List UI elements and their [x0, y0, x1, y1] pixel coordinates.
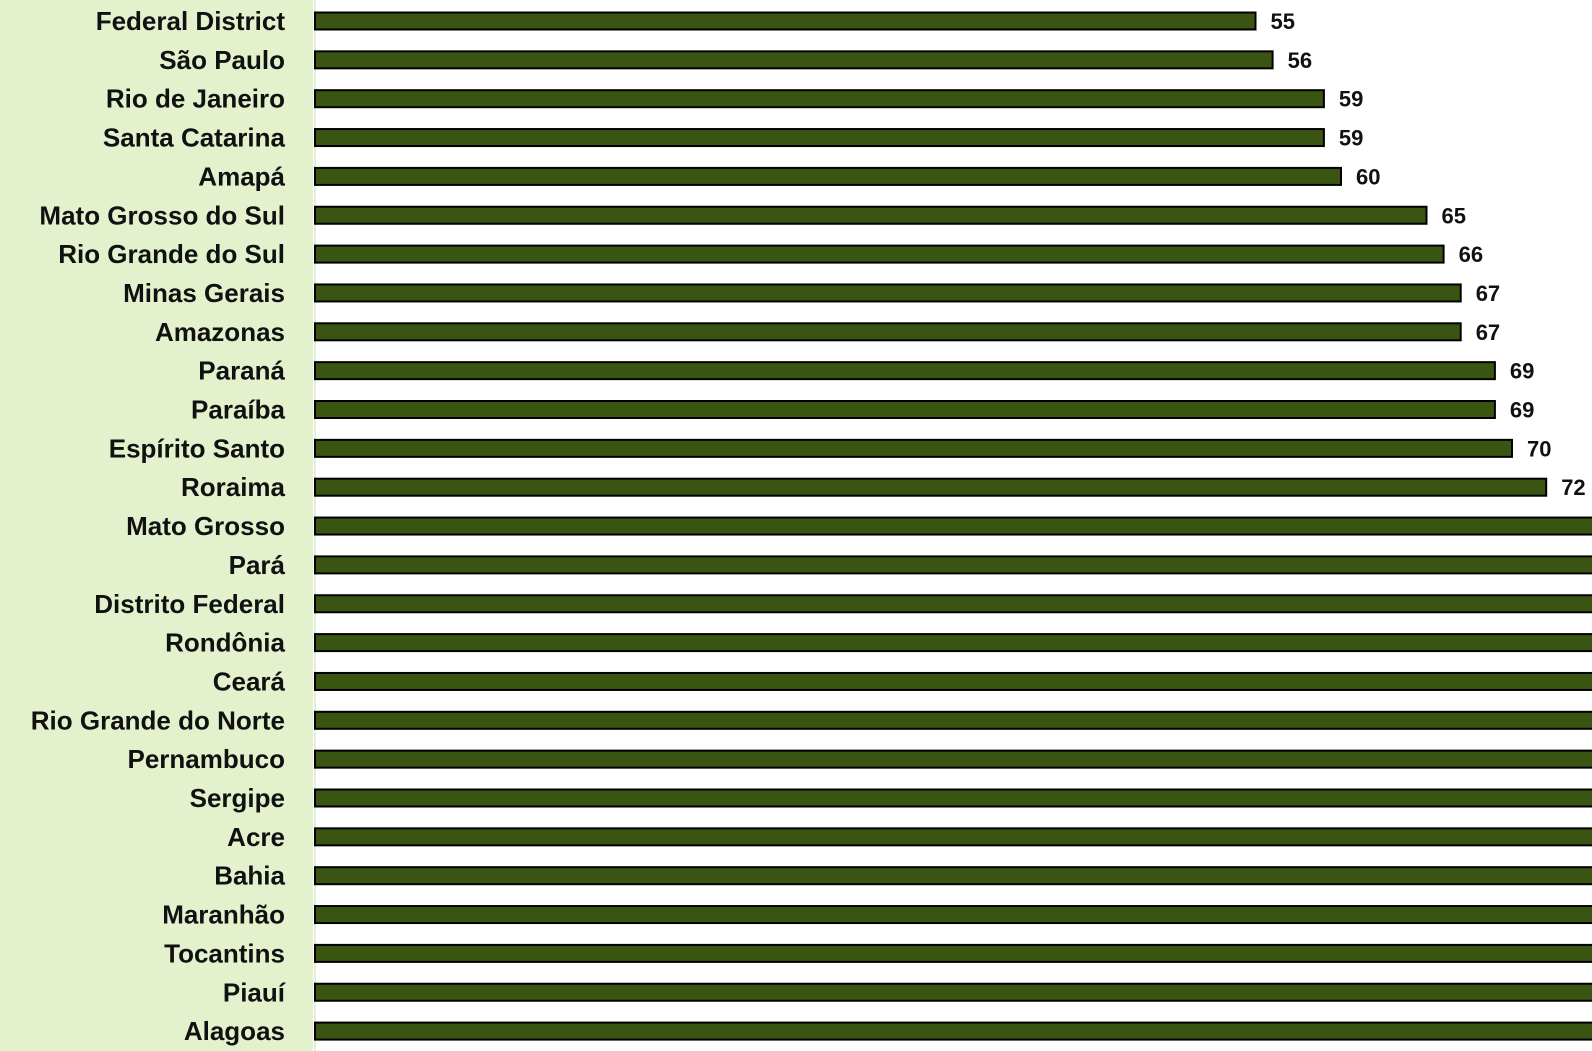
value-label: 69 [1510, 359, 1534, 384]
value-label: 67 [1476, 320, 1500, 345]
category-label: Rio de Janeiro [106, 84, 285, 114]
category-label: Amazonas [155, 317, 285, 347]
value-label: 65 [1442, 203, 1466, 228]
category-label: Rio Grande do Norte [31, 705, 285, 735]
category-label: Mato Grosso do Sul [39, 200, 285, 230]
category-label: São Paulo [159, 45, 285, 75]
value-label: 59 [1339, 126, 1363, 151]
category-label: Pernambuco [128, 744, 286, 774]
bar [314, 516, 1592, 536]
category-label: Minas Gerais [123, 278, 285, 308]
value-labels-layer: 5556595960656667676969707275767677777879… [1271, 9, 1586, 500]
category-label: Espírito Santo [109, 433, 285, 463]
bar [314, 749, 1592, 769]
bar [314, 982, 1592, 1002]
bar [314, 1021, 1592, 1041]
category-label: Roraima [181, 472, 286, 502]
value-label: 59 [1339, 87, 1363, 112]
bars-layer [314, 11, 1592, 1041]
bar [314, 205, 1428, 225]
bar [314, 361, 1496, 381]
bar [314, 166, 1342, 186]
bar [314, 477, 1548, 497]
bar [314, 11, 1257, 31]
value-label: 69 [1510, 398, 1534, 423]
category-label: Rio Grande do Sul [58, 239, 285, 269]
value-label: 70 [1527, 436, 1551, 461]
category-label: Pará [229, 550, 286, 580]
category-label: Sergipe [190, 783, 285, 813]
bar [314, 128, 1325, 148]
value-label: 55 [1271, 9, 1295, 34]
category-label-panel [0, 0, 313, 1051]
bar [314, 671, 1592, 691]
bar [314, 710, 1592, 730]
bar [314, 827, 1592, 847]
bar [314, 633, 1592, 653]
value-label: 60 [1356, 164, 1380, 189]
category-label: Federal District [96, 6, 286, 36]
bar [314, 283, 1462, 303]
category-label: Mato Grosso [126, 511, 285, 541]
value-label: 66 [1459, 242, 1483, 267]
bar [314, 905, 1592, 925]
bar [314, 89, 1325, 109]
bar [314, 788, 1592, 808]
category-label: Paraná [198, 356, 285, 386]
bar [314, 244, 1445, 264]
category-label: Distrito Federal [94, 589, 285, 619]
category-label: Santa Catarina [103, 123, 286, 153]
category-label: Rondônia [165, 628, 285, 658]
bar [314, 50, 1274, 70]
category-label: Bahia [214, 861, 285, 891]
category-labels-layer: Federal District São Paulo Rio de Janeiro S… [31, 6, 286, 1046]
category-label: Tocantins [164, 938, 285, 968]
value-label: 67 [1476, 281, 1500, 306]
bar [314, 943, 1592, 963]
bar [314, 866, 1592, 886]
bar [314, 400, 1496, 419]
category-label: Amapá [198, 161, 285, 191]
value-label: 56 [1288, 48, 1312, 73]
bar [314, 555, 1592, 575]
category-label: Piauí [223, 977, 286, 1007]
value-label: 72 [1561, 475, 1585, 500]
category-label: Ceará [213, 666, 286, 696]
category-label: Maranhão [162, 900, 285, 930]
bar [314, 322, 1462, 342]
category-label: Alagoas [184, 1016, 285, 1046]
bar [314, 594, 1592, 614]
category-label: Paraíba [191, 395, 285, 425]
category-label: Acre [227, 822, 285, 852]
bar [314, 438, 1513, 458]
